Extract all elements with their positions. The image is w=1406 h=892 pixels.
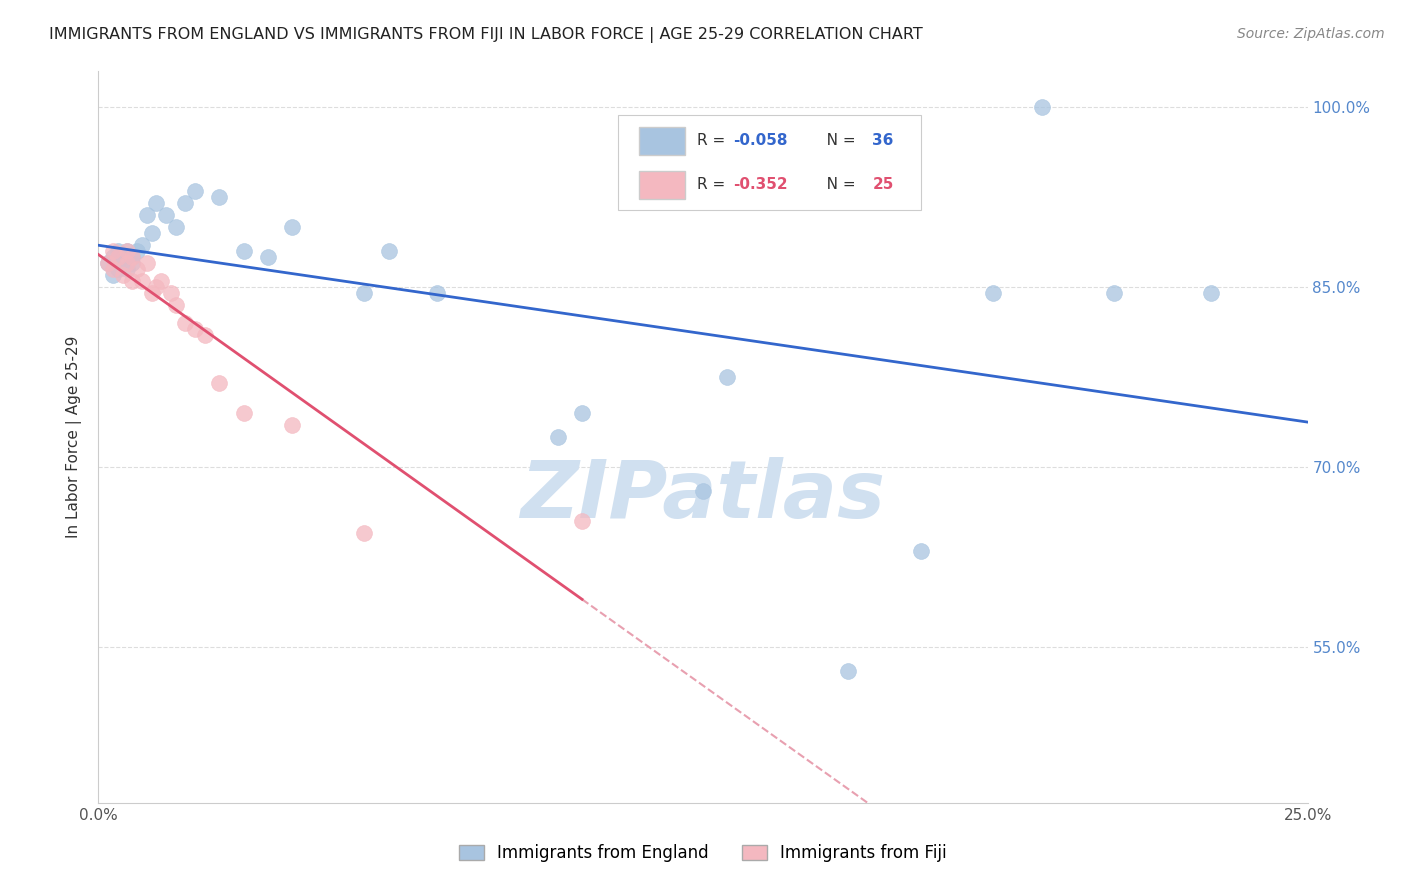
Point: [910, 544, 932, 558]
Text: 25: 25: [872, 178, 894, 193]
Point: [353, 526, 375, 541]
Point: [127, 262, 149, 277]
Point: [208, 190, 231, 204]
Text: N =: N =: [811, 178, 860, 193]
Point: [101, 268, 124, 283]
Text: -0.058: -0.058: [734, 133, 787, 148]
Point: [117, 262, 139, 277]
Point: [121, 274, 143, 288]
Point: [121, 256, 143, 270]
Point: [547, 430, 569, 444]
Point: [160, 286, 183, 301]
Point: [97, 256, 120, 270]
Text: R =: R =: [697, 178, 730, 193]
Point: [1102, 286, 1125, 301]
Point: [194, 328, 217, 343]
Point: [117, 256, 139, 270]
Point: [165, 298, 187, 312]
Y-axis label: In Labor Force | Age 25-29: In Labor Force | Age 25-29: [66, 336, 83, 538]
FancyBboxPatch shape: [638, 127, 685, 154]
Text: IMMIGRANTS FROM ENGLAND VS IMMIGRANTS FROM FIJI IN LABOR FORCE | AGE 25-29 CORRE: IMMIGRANTS FROM ENGLAND VS IMMIGRANTS FR…: [49, 27, 922, 43]
Point: [111, 250, 134, 264]
Point: [131, 274, 153, 288]
Point: [121, 250, 143, 264]
Text: 36: 36: [872, 133, 894, 148]
Point: [97, 256, 120, 270]
Text: -0.352: -0.352: [734, 178, 787, 193]
Point: [353, 286, 375, 301]
Point: [571, 514, 593, 528]
Point: [716, 370, 738, 384]
Text: Source: ZipAtlas.com: Source: ZipAtlas.com: [1237, 27, 1385, 41]
Point: [117, 244, 139, 259]
Point: [145, 196, 167, 211]
Point: [1199, 286, 1222, 301]
Point: [571, 406, 593, 420]
Point: [131, 238, 153, 252]
Point: [127, 244, 149, 259]
Point: [135, 208, 157, 222]
Point: [837, 664, 859, 678]
Point: [256, 250, 278, 264]
Point: [101, 262, 124, 277]
Point: [232, 244, 254, 259]
Point: [135, 256, 157, 270]
Point: [107, 262, 129, 277]
Point: [150, 274, 173, 288]
Point: [107, 244, 129, 259]
Point: [101, 250, 124, 264]
Point: [184, 184, 207, 198]
Point: [117, 244, 139, 259]
Point: [1031, 100, 1053, 114]
Point: [281, 220, 304, 235]
Point: [232, 406, 254, 420]
Point: [184, 322, 207, 336]
Point: [377, 244, 399, 259]
Point: [155, 208, 177, 222]
Point: [174, 316, 197, 330]
Point: [692, 483, 714, 498]
Text: N =: N =: [811, 133, 860, 148]
Point: [141, 286, 163, 301]
Point: [101, 244, 124, 259]
Point: [145, 280, 167, 294]
Point: [174, 196, 197, 211]
Point: [121, 250, 143, 264]
Point: [981, 286, 1004, 301]
Point: [281, 418, 304, 433]
Point: [426, 286, 449, 301]
Text: R =: R =: [697, 133, 730, 148]
Point: [208, 376, 231, 391]
Text: ZIPatlas: ZIPatlas: [520, 457, 886, 534]
Point: [165, 220, 187, 235]
FancyBboxPatch shape: [638, 171, 685, 199]
Legend: Immigrants from England, Immigrants from Fiji: Immigrants from England, Immigrants from…: [450, 836, 956, 871]
Point: [107, 250, 129, 264]
Point: [141, 226, 163, 240]
Point: [111, 268, 134, 283]
FancyBboxPatch shape: [619, 115, 921, 211]
